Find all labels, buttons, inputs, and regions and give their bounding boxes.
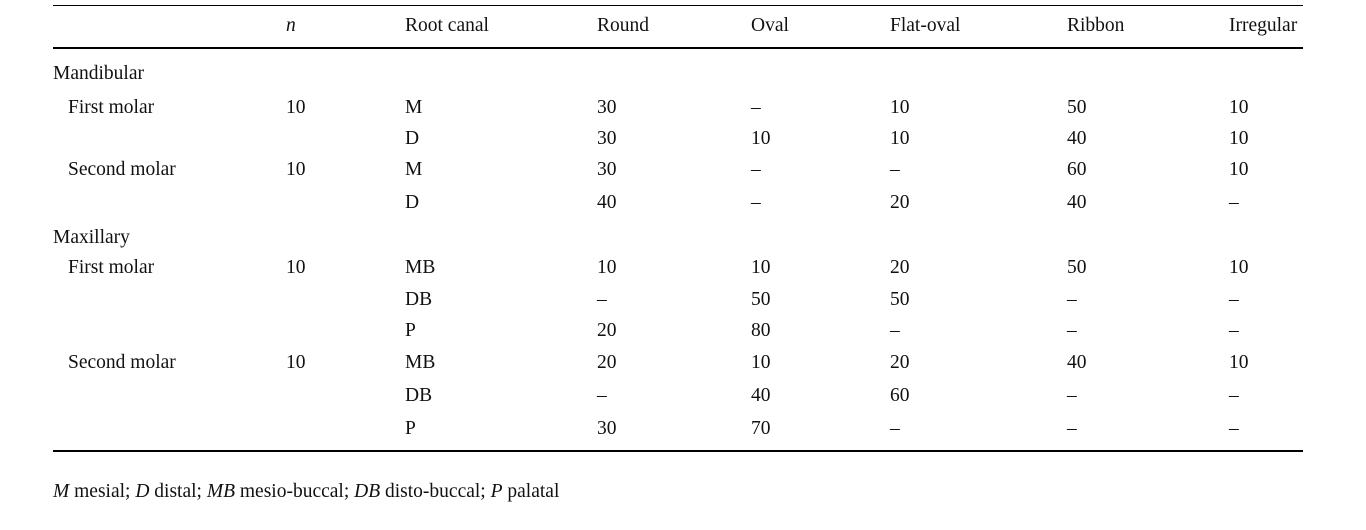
cell-oval: – (751, 192, 761, 213)
footnote-definition: mesio-buccal; (235, 480, 355, 502)
header-irregular: Irregular (1229, 15, 1298, 36)
cell-round: 30 (597, 97, 617, 118)
footnote-abbreviation: D (135, 480, 150, 502)
cell-oval: 40 (751, 385, 771, 406)
cell-n: 10 (286, 257, 306, 278)
cell-irregular: – (1229, 418, 1239, 439)
cell-flat-oval: 10 (890, 128, 910, 149)
cell-ribbon: 60 (1067, 159, 1087, 180)
cell-oval: 10 (751, 257, 771, 278)
cell-flat-oval: – (890, 159, 900, 180)
cell-oval: – (751, 97, 761, 118)
footnote-abbreviation: MB (206, 480, 235, 502)
cell-flat-oval: 60 (890, 385, 910, 406)
header-flat-oval: Flat-oval (890, 15, 961, 36)
cell-ribbon: 40 (1067, 192, 1087, 213)
cell-irregular: 10 (1229, 159, 1249, 180)
cell-n: 10 (286, 97, 306, 118)
header-oval: Oval (751, 15, 789, 36)
cell-ribbon: – (1067, 320, 1077, 341)
cell-flat-oval: 50 (890, 289, 910, 310)
cell-ribbon: – (1067, 418, 1077, 439)
cell-flat-oval: 20 (890, 352, 910, 373)
cell-ribbon: 50 (1067, 97, 1087, 118)
cell-root-canal: M (405, 159, 423, 180)
cell-oval: – (751, 159, 761, 180)
cell-round: 30 (597, 418, 617, 439)
cell-root-canal: DB (405, 289, 433, 310)
cell-oval: 70 (751, 418, 771, 439)
cell-oval: 50 (751, 289, 771, 310)
header-n: n (286, 15, 296, 36)
cell-irregular: – (1229, 320, 1239, 341)
cell-irregular: – (1229, 289, 1239, 310)
cell-ribbon: – (1067, 385, 1077, 406)
cell-irregular: 10 (1229, 128, 1249, 149)
cell-round: 30 (597, 128, 617, 149)
cell-ribbon: 50 (1067, 257, 1087, 278)
table-header-rule (53, 47, 1303, 49)
cell-tooth: First molar (68, 257, 155, 278)
cell-irregular: 10 (1229, 97, 1249, 118)
cell-flat-oval: 10 (890, 97, 910, 118)
cell-irregular: 10 (1229, 257, 1249, 278)
cell-irregular: – (1229, 192, 1239, 213)
cell-root-canal: P (405, 418, 416, 439)
footnote-definition: disto-buccal; (380, 480, 491, 502)
cell-flat-oval: – (890, 320, 900, 341)
group-label: Maxillary (53, 227, 130, 248)
cell-oval: 10 (751, 128, 771, 149)
cell-root-canal: MB (405, 352, 436, 373)
footnote-abbreviation: DB (354, 480, 381, 502)
group-label: Mandibular (53, 63, 144, 84)
footnote-abbreviation: P (490, 480, 503, 502)
cell-round: – (597, 289, 607, 310)
cell-oval: 10 (751, 352, 771, 373)
cell-irregular: 10 (1229, 352, 1249, 373)
header-ribbon: Ribbon (1067, 15, 1125, 36)
cell-round: 10 (597, 257, 617, 278)
cell-n: 10 (286, 352, 306, 373)
cell-round: 20 (597, 320, 617, 341)
table-top-rule (53, 5, 1303, 6)
cell-tooth: First molar (68, 97, 155, 118)
cell-root-canal: P (405, 320, 416, 341)
cell-root-canal: MB (405, 257, 436, 278)
table-bottom-rule (53, 450, 1303, 452)
cell-round: – (597, 385, 607, 406)
cell-ribbon: – (1067, 289, 1077, 310)
table-footnote: M mesial; D distal; MB mesio-buccal; DB … (53, 481, 559, 503)
cell-n: 10 (286, 159, 306, 180)
cell-ribbon: 40 (1067, 128, 1087, 149)
footnote-abbreviation: M (53, 480, 70, 502)
header-root-canal: Root canal (405, 15, 489, 36)
cell-root-canal: D (405, 128, 420, 149)
cell-ribbon: 40 (1067, 352, 1087, 373)
cell-flat-oval: 20 (890, 257, 910, 278)
footnote-definition: palatal (502, 480, 560, 502)
cell-root-canal: D (405, 192, 420, 213)
header-round: Round (597, 15, 650, 36)
cell-tooth: Second molar (68, 159, 176, 180)
cell-round: 30 (597, 159, 617, 180)
cell-round: 40 (597, 192, 617, 213)
cell-round: 20 (597, 352, 617, 373)
cell-flat-oval: – (890, 418, 900, 439)
footnote-definition: mesial; (69, 480, 136, 502)
cell-tooth: Second molar (68, 352, 176, 373)
cell-oval: 80 (751, 320, 771, 341)
cell-flat-oval: 20 (890, 192, 910, 213)
cell-root-canal: M (405, 97, 423, 118)
footnote-definition: distal; (149, 480, 207, 502)
cell-irregular: – (1229, 385, 1239, 406)
cell-root-canal: DB (405, 385, 433, 406)
